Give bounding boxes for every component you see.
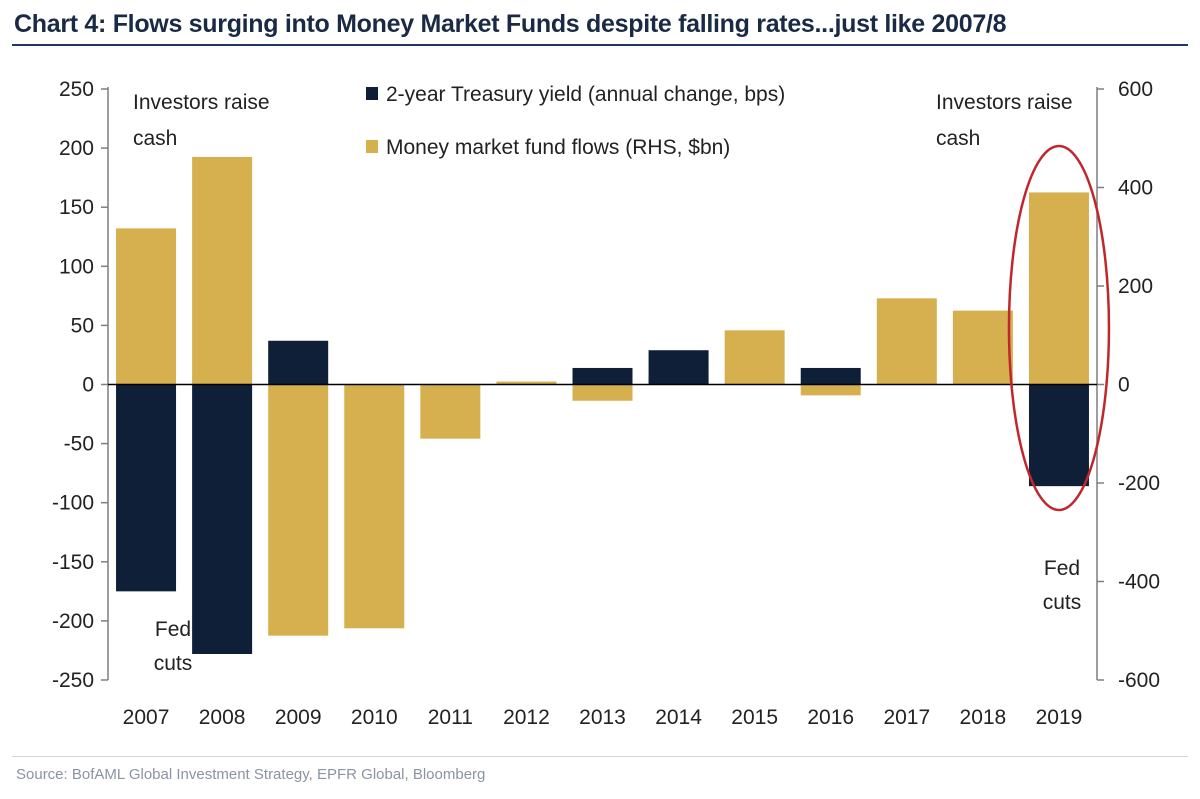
legend-label-flows: Money market fund flows (RHS, $bn) — [386, 136, 730, 159]
annotation-investors-raise-cash-left: Investors raise — [133, 91, 270, 114]
right-tick-label: 200 — [1118, 275, 1153, 298]
legend-swatch-flows — [366, 140, 378, 153]
x-tick-label: 2014 — [655, 706, 702, 729]
x-tick-label: 2011 — [428, 706, 473, 729]
left-tick-label: 250 — [59, 78, 94, 101]
left-tick-label: -200 — [52, 610, 94, 633]
annotation-investors-raise-cash-left: cash — [133, 127, 177, 150]
bar-2y-treasury-yield — [800, 367, 861, 385]
bar-money-market-flows — [876, 298, 937, 385]
annotation-fed-cuts-right: cuts — [1043, 591, 1082, 614]
bar-money-market-flows — [724, 330, 785, 385]
left-tick-label: 0 — [82, 374, 94, 397]
left-tick-label: -150 — [52, 551, 94, 574]
bar-money-market-flows — [268, 384, 329, 636]
bar-money-market-flows — [572, 384, 633, 401]
left-tick-label: 150 — [59, 196, 94, 219]
right-tick-label: -200 — [1118, 472, 1160, 495]
bar-2y-treasury-yield — [572, 367, 633, 385]
bar-money-market-flows — [420, 384, 481, 439]
x-tick-label: 2007 — [123, 706, 170, 729]
bar-2y-treasury-yield — [192, 384, 253, 654]
bar-money-market-flows — [800, 384, 861, 396]
annotation-investors-raise-cash-right: Investors raise — [936, 91, 1073, 114]
annotation-fed-cuts-left: cuts — [154, 652, 193, 675]
x-tick-label: 2009 — [275, 706, 322, 729]
x-tick-label: 2019 — [1036, 706, 1083, 729]
bar-money-market-flows — [344, 384, 405, 629]
x-tick-label: 2017 — [883, 706, 930, 729]
left-tick-label: 100 — [59, 255, 94, 278]
x-tick-label: 2015 — [731, 706, 778, 729]
x-tick-label: 2008 — [199, 706, 246, 729]
left-tick-label: -50 — [64, 433, 94, 456]
right-tick-label: -400 — [1118, 571, 1160, 594]
bar-money-market-flows — [1028, 192, 1089, 385]
source-note: Source: BofAML Global Investment Strateg… — [16, 766, 486, 783]
annotation-investors-raise-cash-right: cash — [936, 127, 980, 150]
annotation-fed-cuts-right: Fed — [1044, 557, 1080, 580]
title-rule — [12, 44, 1188, 46]
left-tick-label: 200 — [59, 137, 94, 160]
bar-2y-treasury-yield — [268, 340, 329, 385]
bar-2y-treasury-yield — [1028, 384, 1089, 487]
right-tick-label: 0 — [1118, 374, 1130, 397]
bar-money-market-flows — [952, 310, 1013, 385]
x-tick-label: 2012 — [503, 706, 550, 729]
x-tick-label: 2016 — [807, 706, 854, 729]
highlight-ellipse-2019 — [1007, 144, 1111, 512]
bar-money-market-flows — [116, 228, 177, 385]
right-tick-label: 600 — [1118, 78, 1153, 101]
annotation-fed-cuts-left: Fed — [155, 618, 191, 641]
left-tick-label: -250 — [52, 669, 94, 692]
bar-2y-treasury-yield — [648, 350, 709, 385]
x-tick-label: 2018 — [960, 706, 1007, 729]
right-tick-label: -600 — [1118, 669, 1160, 692]
bar-money-market-flows — [496, 381, 557, 385]
legend-label-yield: 2-year Treasury yield (annual change, bp… — [386, 83, 785, 106]
x-tick-label: 2013 — [579, 706, 626, 729]
bar-2y-treasury-yield — [116, 384, 177, 592]
chart: 250 200 150 100 50 0 -50 -100 -150 -200 -250 600 400… — [52, 78, 1160, 729]
source-rule — [12, 756, 1188, 757]
bar-money-market-flows — [192, 156, 253, 385]
right-tick-label: 400 — [1118, 177, 1153, 200]
left-tick-label: -100 — [52, 492, 94, 515]
legend-swatch-yield — [366, 87, 378, 100]
left-tick-label: 50 — [71, 314, 94, 337]
x-tick-label: 2010 — [351, 706, 398, 729]
chart-title: Chart 4: Flows surging into Money Market… — [14, 10, 1007, 38]
